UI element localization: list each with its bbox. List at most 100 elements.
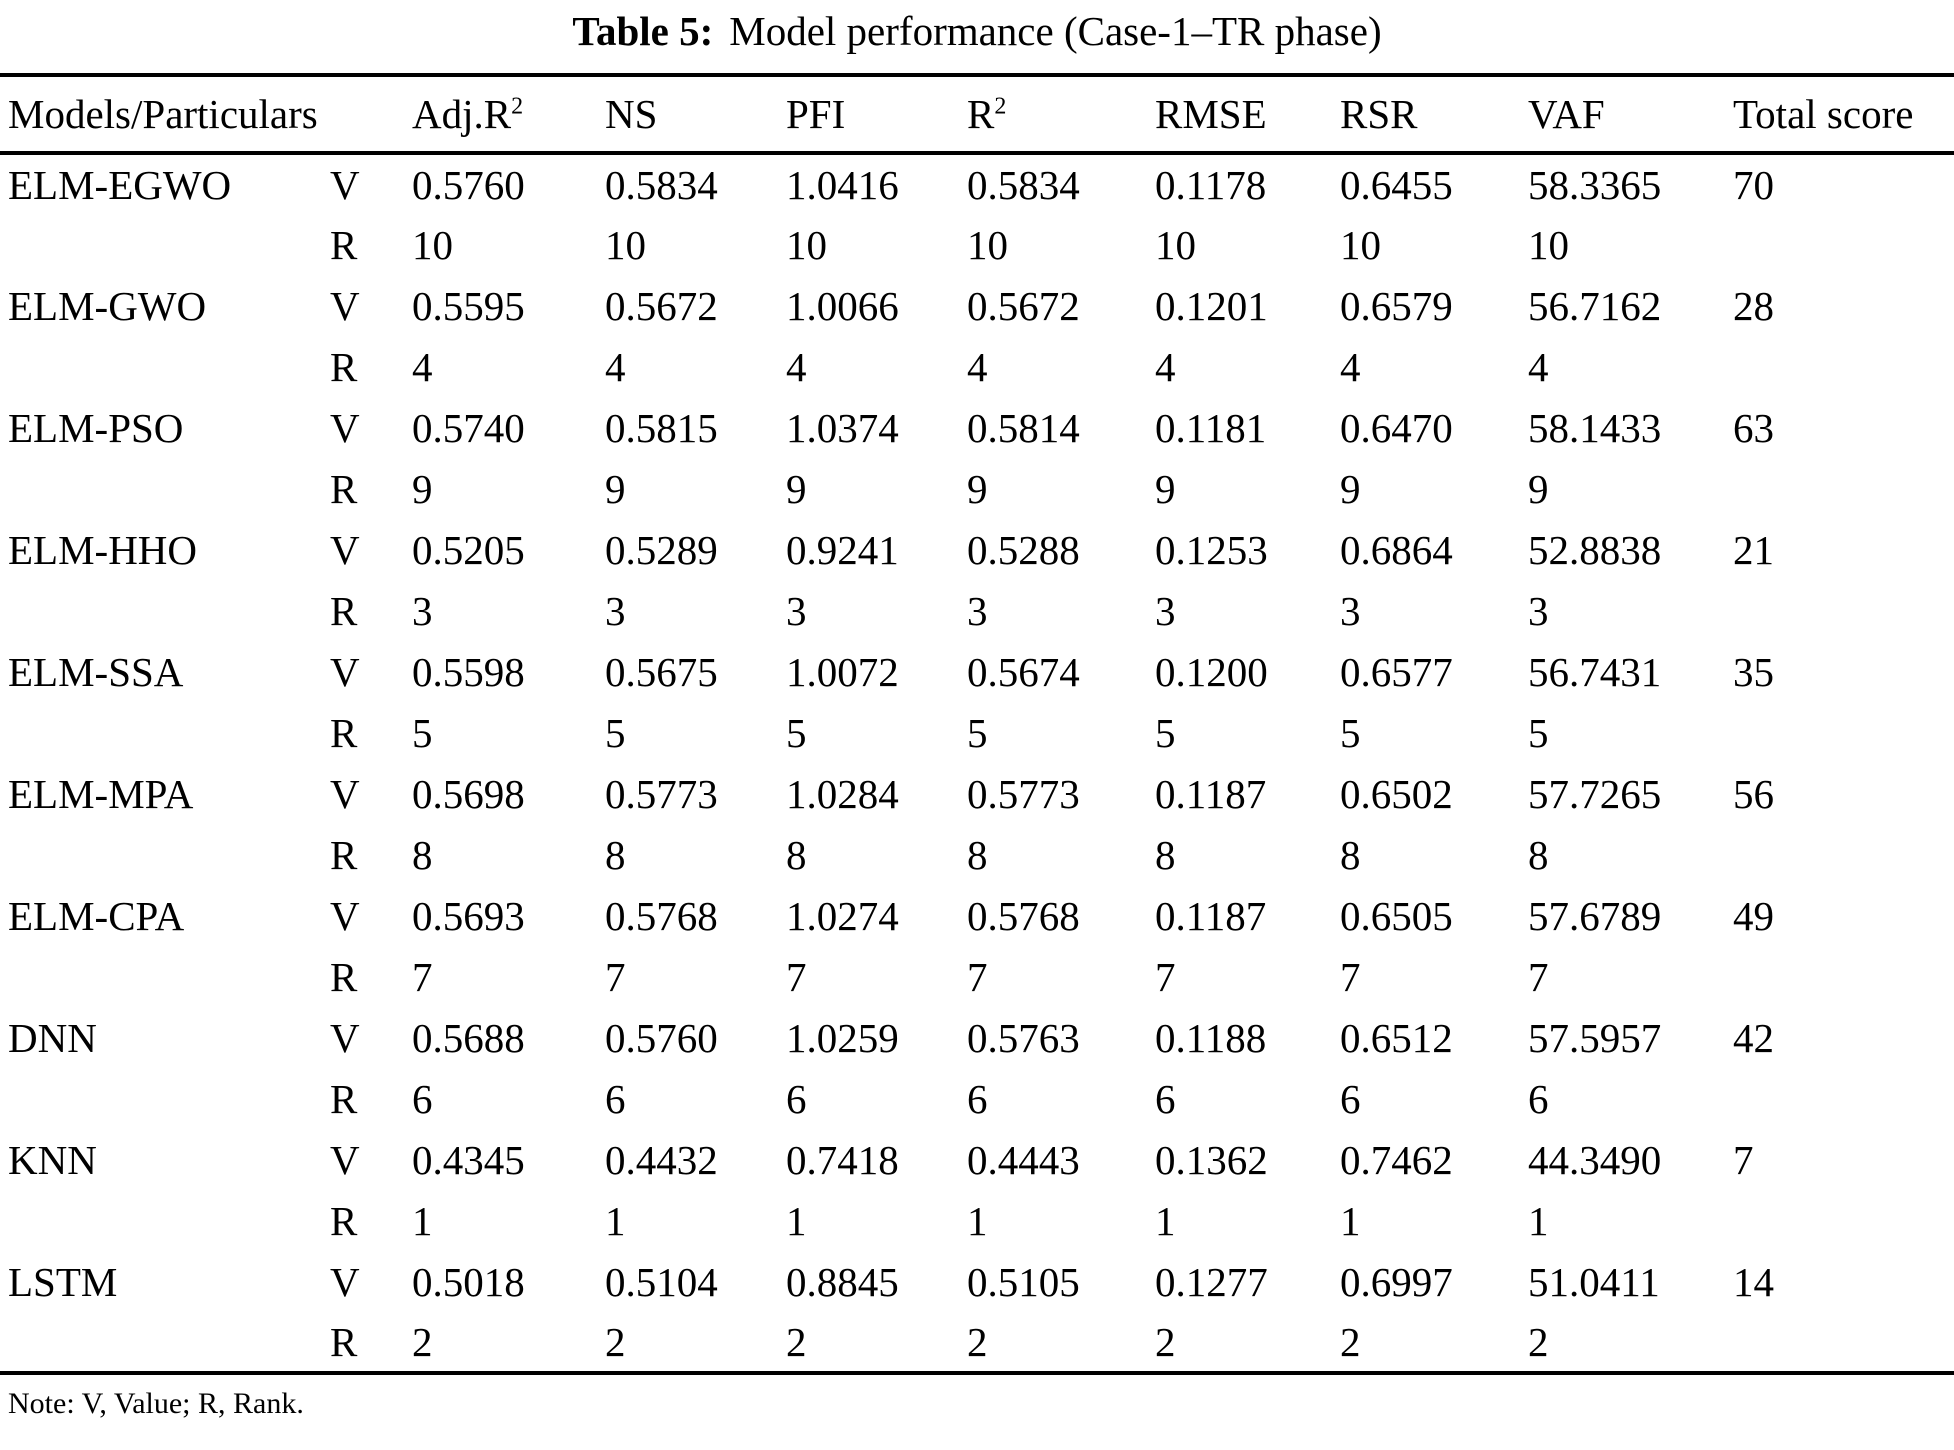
model-rank-row: R 7 7 7 7 7 7 7 (0, 946, 1954, 1007)
column-header-rmse: RMSE (1155, 91, 1267, 137)
metric-rank: 7 (1155, 953, 1176, 1000)
metric-rank: 9 (1528, 465, 1549, 512)
model-value-row: ELM-MPA V 0.5698 0.5773 1.0284 0.5773 0.1187 0.… (0, 763, 1954, 824)
metric-rank: 1 (412, 1197, 433, 1244)
metric-rank: 10 (412, 221, 453, 268)
column-header-vaf: VAF (1528, 91, 1605, 137)
metric-rank: 2 (786, 1318, 807, 1365)
model-value-row: DNN V 0.5688 0.5760 1.0259 0.5763 0.1188 0.6512… (0, 1007, 1954, 1068)
model-name: KNN (8, 1136, 97, 1183)
metric-value: 0.5688 (412, 1014, 525, 1061)
metric-value: 0.4345 (412, 1136, 525, 1183)
total-score: 49 (1733, 892, 1774, 939)
metric-rank: 1 (605, 1197, 626, 1244)
metric-value: 1.0374 (786, 404, 899, 451)
metric-rank: 4 (1155, 343, 1176, 390)
metric-rank: 10 (786, 221, 827, 268)
total-score-empty (1733, 946, 1954, 1007)
model-name: ELM-MPA (8, 770, 194, 817)
row-type-label: R (330, 831, 358, 878)
metric-rank: 5 (1155, 709, 1176, 756)
row-type-label: V (330, 282, 360, 329)
model-value-row: ELM-PSO V 0.5740 0.5815 1.0374 0.5814 0.1181 0.… (0, 397, 1954, 458)
table-title-text: Model performance (Case-1–TR phase) (729, 8, 1382, 54)
metric-value: 0.6997 (1340, 1258, 1453, 1305)
metric-value: 0.5814 (967, 404, 1080, 451)
table-number-label: Table 5: (572, 8, 714, 54)
metric-rank: 1 (967, 1197, 988, 1244)
metric-rank: 7 (786, 953, 807, 1000)
metric-rank: 6 (412, 1075, 433, 1122)
model-value-row: LSTM V 0.5018 0.5104 0.8845 0.5105 0.1277 0.699… (0, 1251, 1954, 1312)
metric-value: 0.5018 (412, 1258, 525, 1305)
metric-rank: 8 (786, 831, 807, 878)
row-type-label: R (330, 587, 358, 634)
metric-value: 0.5768 (967, 892, 1080, 939)
metric-rank: 10 (605, 221, 646, 268)
metric-rank: 5 (1340, 709, 1361, 756)
model-name-empty (0, 946, 330, 1007)
total-score-empty (1733, 702, 1954, 763)
metric-value: 0.1201 (1155, 282, 1268, 329)
metric-value: 1.0066 (786, 282, 899, 329)
metric-rank: 3 (1155, 587, 1176, 634)
total-score: 63 (1733, 404, 1774, 451)
metric-value: 58.1433 (1528, 404, 1662, 451)
total-score-empty (1733, 336, 1954, 397)
model-name: ELM-HHO (8, 526, 198, 573)
metric-value: 0.5289 (605, 526, 718, 573)
metric-value: 51.0411 (1528, 1258, 1660, 1305)
model-value-row: ELM-SSA V 0.5598 0.5675 1.0072 0.5674 0.1200 0.… (0, 641, 1954, 702)
model-name-empty (0, 1312, 330, 1373)
metric-rank: 9 (605, 465, 626, 512)
total-score-empty (1733, 214, 1954, 275)
performance-table: Models/Particulars Adj.R2 NS PFI R2 RMSE… (0, 73, 1954, 1375)
metric-value: 1.0416 (786, 161, 899, 208)
model-name-empty (0, 1190, 330, 1251)
metric-rank: 2 (1155, 1318, 1176, 1365)
metric-value: 57.7265 (1528, 770, 1662, 817)
metric-value: 0.7418 (786, 1136, 899, 1183)
metric-rank: 1 (1340, 1197, 1361, 1244)
metric-rank: 9 (786, 465, 807, 512)
metric-rank: 1 (1528, 1197, 1549, 1244)
row-type-label: V (330, 892, 360, 939)
metric-rank: 4 (1340, 343, 1361, 390)
model-name-empty (0, 458, 330, 519)
metric-value: 57.6789 (1528, 892, 1662, 939)
metric-rank: 7 (1340, 953, 1361, 1000)
metric-value: 0.1277 (1155, 1258, 1268, 1305)
metric-value: 0.5105 (967, 1258, 1080, 1305)
metric-value: 0.9241 (786, 526, 899, 573)
row-type-label: R (330, 1197, 358, 1244)
model-name: ELM-PSO (8, 404, 184, 451)
metric-rank: 1 (1155, 1197, 1176, 1244)
metric-value: 0.6505 (1340, 892, 1453, 939)
metric-rank: 9 (412, 465, 433, 512)
metric-rank: 7 (412, 953, 433, 1000)
model-value-row: KNN V 0.4345 0.4432 0.7418 0.4443 0.1362 0.7462… (0, 1129, 1954, 1190)
column-header-adj-r2: Adj.R2 (412, 91, 524, 137)
metric-value: 0.5760 (605, 1014, 718, 1061)
metric-value: 0.1188 (1155, 1014, 1267, 1061)
metric-value: 0.6470 (1340, 404, 1453, 451)
metric-rank: 5 (786, 709, 807, 756)
metric-rank: 5 (605, 709, 626, 756)
row-type-label: R (330, 709, 358, 756)
row-type-label: V (330, 404, 360, 451)
model-value-row: ELM-HHO V 0.5205 0.5289 0.9241 0.5288 0.1253 0.… (0, 519, 1954, 580)
metric-value: 0.5104 (605, 1258, 718, 1305)
metric-value: 0.5675 (605, 648, 718, 695)
metric-rank: 6 (1155, 1075, 1176, 1122)
model-name-empty (0, 580, 330, 641)
model-name-empty (0, 1068, 330, 1129)
total-score-empty (1733, 580, 1954, 641)
table-caption: Table 5: Model performance (Case-1–TR pha… (0, 8, 1954, 54)
metric-value: 0.4432 (605, 1136, 718, 1183)
metric-value: 0.8845 (786, 1258, 899, 1305)
metric-value: 56.7162 (1528, 282, 1662, 329)
column-header-models: Models/Particulars (8, 91, 318, 137)
model-rank-row: R 3 3 3 3 3 3 3 (0, 580, 1954, 641)
metric-value: 0.4443 (967, 1136, 1080, 1183)
column-header-pfi: PFI (786, 91, 846, 137)
